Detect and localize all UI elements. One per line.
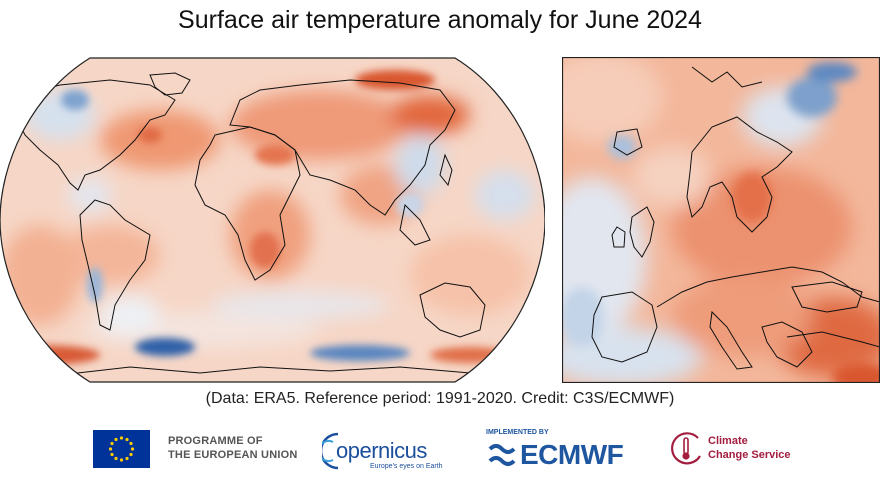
copernicus-wordmark: opernicus [336, 438, 427, 463]
copernicus-tagline: Europe's eyes on Earth [370, 463, 443, 470]
logo-bar: PROGRAMME OF THE EUROPEAN UNION opernicu… [0, 426, 880, 476]
c3s-label-line1: Climate [708, 435, 748, 447]
eu-label-line1: PROGRAMME OF [168, 435, 263, 447]
thermometer-icon [671, 432, 701, 465]
implemented-by-label: IMPLEMENTED BY [486, 429, 549, 436]
ecmwf-wordmark: ECMWF [520, 439, 624, 470]
copernicus-logo-icon [322, 432, 339, 470]
page-title: Surface air temperature anomaly for June… [178, 6, 702, 34]
c3s-label-line2: Change Service [708, 449, 791, 461]
eu-flag-icon [93, 430, 150, 468]
eu-programme-label: PROGRAMME OF THE EUROPEAN UNION [168, 434, 298, 462]
world-anomaly-map [0, 57, 545, 383]
data-credit-caption: (Data: ERA5. Reference period: 1991-2020… [205, 390, 675, 407]
c3s-label: Climate Change Service [708, 434, 791, 462]
eu-label-line2: THE EUROPEAN UNION [168, 449, 298, 461]
ecmwf-wave-icon [488, 444, 516, 466]
europe-anomaly-map [562, 57, 880, 383]
